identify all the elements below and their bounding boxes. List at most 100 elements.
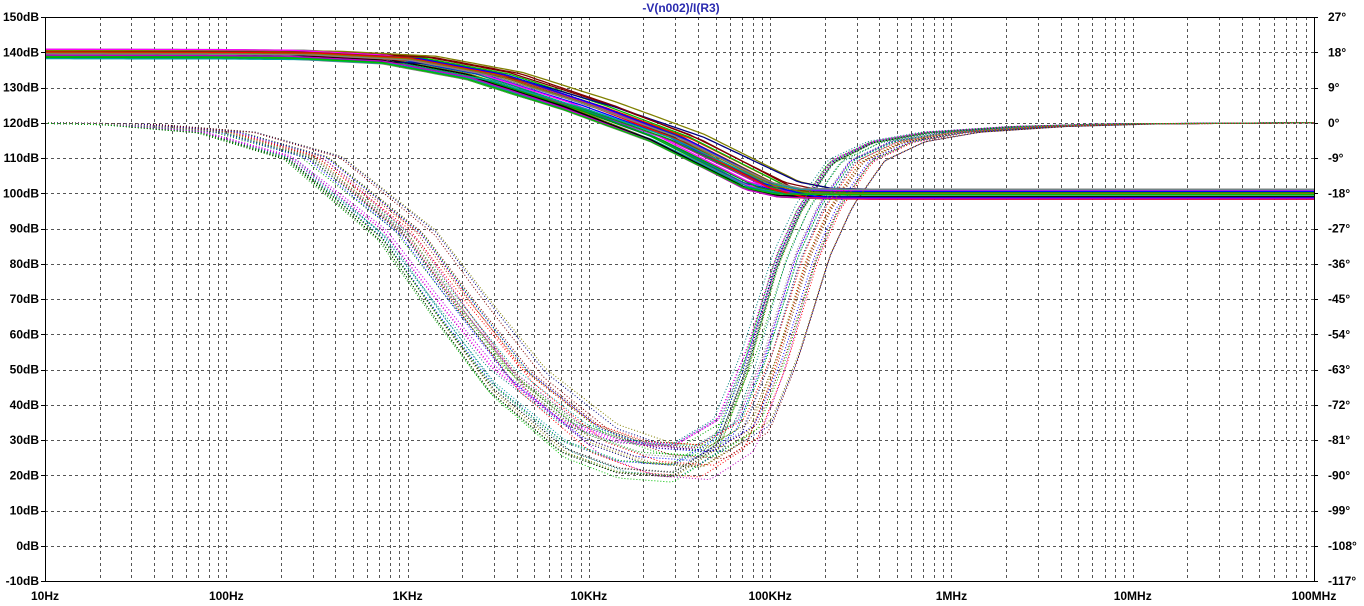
phase-trace [45, 122, 1314, 446]
phase-trace [45, 122, 1315, 448]
y-right-tick-label: -9° [1328, 151, 1344, 165]
magnitude-trace [45, 48, 1314, 195]
magnitude-trace [45, 49, 1314, 191]
y-right-tick-label: 27° [1328, 10, 1346, 24]
phase-trace [44, 122, 1314, 466]
y-right-tick-label: -117° [1328, 574, 1356, 588]
phase-trace [45, 122, 1314, 467]
phase-trace [44, 122, 1314, 473]
magnitude-trace [45, 51, 1314, 192]
x-tick-label: 100Hz [209, 589, 244, 603]
y-left-tick-label: 110dB [4, 151, 40, 165]
y-right-tick-label: -45° [1328, 292, 1350, 306]
phase-trace [44, 122, 1314, 473]
y-right-tick-label: 0° [1328, 116, 1340, 130]
phase-trace [44, 122, 1314, 449]
x-tick-label: 10KHz [571, 589, 608, 603]
phase-trace [45, 122, 1314, 449]
x-tick-label: 100KHz [748, 589, 791, 603]
phase-trace [45, 122, 1315, 452]
magnitude-trace [45, 50, 1314, 195]
magnitude-trace [45, 49, 1314, 195]
y-left-tick-label: 150dB [3, 10, 39, 24]
magnitude-trace [45, 54, 1314, 200]
phase-trace [44, 122, 1314, 445]
magnitude-trace [45, 54, 1314, 200]
y-right-tick-label: -54° [1328, 327, 1350, 341]
phase-trace [44, 122, 1314, 465]
magnitude-trace [45, 52, 1314, 200]
phase-trace [44, 122, 1314, 445]
magnitude-trace [45, 52, 1314, 192]
x-tick-label: 1MHz [936, 589, 967, 603]
y-left-tick-label: 40dB [10, 398, 40, 412]
magnitude-trace [45, 52, 1314, 191]
y-left-tick-label: 90dB [10, 222, 40, 236]
y-left-tick-label: 80dB [10, 257, 40, 271]
magnitude-trace [44, 48, 1314, 191]
phase-trace [44, 122, 1314, 457]
y-left-tick-label: 130dB [3, 81, 39, 95]
x-tick-label: 1KHz [393, 589, 423, 603]
magnitude-trace [45, 56, 1314, 196]
y-left-tick-label: 50dB [10, 363, 40, 377]
phase-trace [44, 122, 1314, 468]
y-right-tick-label: -27° [1328, 222, 1350, 236]
magnitude-trace [45, 57, 1314, 198]
phase-trace [44, 122, 1314, 444]
y-left-tick-label: 20dB [10, 468, 40, 482]
plot-frame [41, 17, 1318, 582]
phase-trace [44, 122, 1314, 483]
phase-trace [44, 122, 1314, 447]
phase-trace [45, 122, 1315, 481]
y-right-tick-label: -72° [1328, 398, 1350, 412]
phase-trace [44, 122, 1314, 466]
phase-trace [44, 122, 1314, 446]
phase-trace [45, 122, 1315, 460]
y-right-tick-label: 18° [1328, 45, 1346, 59]
y-left-tick-label: 70dB [10, 292, 40, 306]
y-left-tick-label: -10dB [6, 574, 40, 588]
x-tick-label: 10Hz [31, 589, 59, 603]
y-right-tick-label: -99° [1328, 504, 1350, 518]
phase-trace [45, 122, 1314, 466]
magnitude-trace [45, 48, 1314, 196]
y-right-tick-label: -81° [1328, 433, 1350, 447]
phase-trace [44, 122, 1314, 445]
y-left-tick-label: 10dB [10, 504, 40, 518]
y-left-tick-label: 0dB [16, 539, 39, 553]
magnitude-trace [45, 49, 1314, 192]
phase-trace [45, 122, 1315, 453]
y-right-tick-label: -63° [1328, 363, 1350, 377]
y-left-tick-label: 140dB [3, 45, 39, 59]
y-right-tick-label: 9° [1328, 81, 1340, 95]
y-right-tick-label: -18° [1328, 186, 1350, 200]
phase-trace [44, 122, 1314, 478]
chart-title: -V(n002)/I(R3) [642, 1, 719, 15]
y-right-tick-label: -108° [1328, 539, 1357, 553]
y-left-tick-label: 30dB [10, 433, 40, 447]
phase-trace [44, 122, 1314, 477]
magnitude-trace [45, 53, 1314, 190]
phase-trace [45, 122, 1314, 468]
magnitude-trace [45, 51, 1314, 194]
magnitude-trace [45, 51, 1314, 195]
phase-trace [44, 122, 1314, 459]
phase-trace [44, 122, 1314, 449]
y-left-tick-label: 100dB [3, 186, 39, 200]
grid [45, 17, 1314, 582]
traces [44, 48, 1315, 483]
magnitude-trace [45, 57, 1314, 195]
tick-labels: 150dB 140dB 130dB 120dB 110dB 100dB 90dB 80dB 70… [3, 10, 1357, 603]
phase-trace [45, 122, 1315, 452]
x-tick-label: 100MHz [1292, 589, 1337, 603]
phase-trace [45, 122, 1314, 478]
x-tick-label: 10MHz [1114, 589, 1152, 603]
phase-trace [44, 122, 1314, 447]
y-right-tick-label: -90° [1328, 468, 1350, 482]
phase-trace [44, 122, 1314, 476]
phase-trace [44, 122, 1314, 478]
phase-trace [44, 122, 1314, 461]
